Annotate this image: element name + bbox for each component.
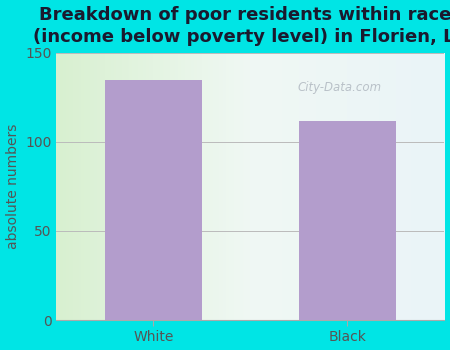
Bar [105,79,202,320]
Bar [299,120,396,320]
Title: Breakdown of poor residents within races
(income below poverty level) in Florien: Breakdown of poor residents within races… [33,6,450,46]
Y-axis label: absolute numbers: absolute numbers [5,124,19,249]
Text: City-Data.com: City-Data.com [297,81,382,94]
